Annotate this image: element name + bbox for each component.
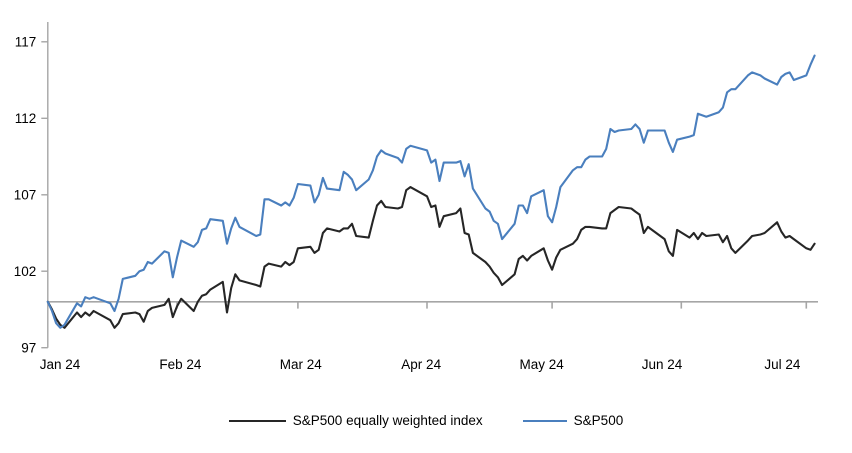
x-tick-label: Jul 24 — [764, 357, 801, 372]
legend-item-equal-weight: S&P500 equally weighted index — [228, 413, 483, 428]
sp500-line-swatch — [522, 419, 567, 422]
legend-label-equal-weight: S&P500 equally weighted index — [292, 413, 483, 428]
y-tick-label: 102 — [14, 264, 37, 279]
equal-weight-line-swatch — [228, 419, 286, 422]
chart-canvas: 97 102 107 112 117 Jan 24 Feb 24 Mar 24 Apr 24 Ma… — [14, 22, 818, 372]
chart-legend: S&P500 equally weighted index S&P500 — [0, 413, 852, 428]
x-tick-label: May 24 — [519, 357, 564, 372]
x-tick-label: Mar 24 — [280, 357, 323, 372]
y-tick-label: 107 — [14, 188, 37, 203]
y-tick-label: 117 — [15, 35, 37, 50]
series-line-1 — [46, 54, 816, 329]
x-tick-label: Jan 24 — [40, 357, 81, 372]
x-tick-label: Apr 24 — [401, 357, 441, 372]
legend-item-sp500: S&P500 — [522, 413, 624, 428]
legend-label-sp500: S&P500 — [573, 413, 624, 428]
x-tick-label: Jun 24 — [642, 357, 683, 372]
series-line-0 — [46, 186, 816, 329]
y-tick-label: 112 — [15, 111, 37, 126]
x-tick-label: Feb 24 — [159, 357, 202, 372]
y-tick-label: 97 — [21, 341, 36, 356]
